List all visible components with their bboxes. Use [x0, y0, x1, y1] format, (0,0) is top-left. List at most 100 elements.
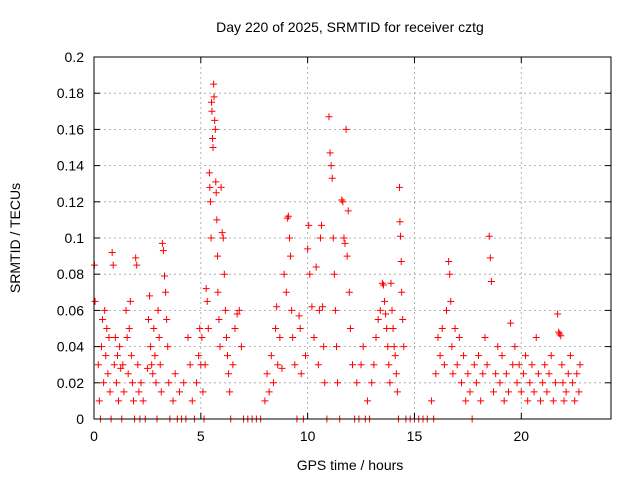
data-point [148, 361, 156, 369]
data-point [220, 270, 228, 278]
data-point [487, 277, 495, 285]
data-point [204, 325, 212, 332]
data-point [451, 325, 459, 332]
y-tick-label: 0.18 [57, 85, 84, 101]
data-point [199, 388, 207, 396]
data-point [208, 98, 215, 106]
y-tick-label: 0.1 [65, 230, 85, 246]
data-point [522, 352, 530, 360]
data-point [101, 306, 109, 314]
data-point [222, 334, 230, 342]
data-point [328, 174, 336, 182]
data-point [398, 288, 406, 296]
data-point [573, 370, 581, 378]
data-point [212, 178, 220, 186]
data-point [440, 361, 448, 369]
data-point [100, 379, 108, 387]
x-tick-label: 15 [407, 428, 423, 444]
data-point [475, 352, 483, 360]
data-point [477, 397, 485, 405]
data-point [272, 325, 280, 332]
data-point [342, 125, 350, 133]
data-point [551, 379, 559, 387]
data-point [117, 364, 125, 372]
data-point [327, 162, 335, 170]
data-point [515, 361, 523, 369]
data-point [206, 183, 214, 191]
data-point [224, 352, 232, 360]
data-point [519, 370, 527, 378]
data-point [381, 297, 389, 305]
data-point [393, 388, 401, 396]
data-point [231, 325, 239, 332]
data-point [392, 370, 400, 378]
data-point [511, 343, 519, 351]
data-point [526, 379, 534, 387]
data-point [285, 234, 293, 242]
data-point [558, 361, 566, 369]
data-point [434, 334, 442, 342]
data-point [214, 288, 222, 296]
data-point [221, 306, 229, 314]
data-point [547, 352, 555, 360]
data-point [481, 334, 489, 342]
y-tick-label: 0 [76, 411, 84, 427]
data-point [539, 379, 547, 387]
data-point [201, 361, 209, 369]
data-point [566, 352, 574, 360]
data-point [115, 397, 123, 405]
data-point [161, 272, 168, 280]
data-point [341, 239, 349, 247]
y-tick-label: 0.06 [57, 302, 84, 318]
data-point [374, 315, 382, 323]
data-point [359, 343, 367, 351]
data-point [127, 352, 135, 360]
data-point [150, 325, 158, 332]
data-point [559, 379, 567, 387]
data-point [132, 254, 140, 262]
data-point [562, 388, 570, 396]
data-point [554, 310, 562, 318]
data-point [372, 334, 380, 342]
data-point [209, 144, 217, 151]
data-point [193, 379, 201, 387]
y-tick-label: 0.2 [65, 49, 85, 65]
data-point [209, 134, 217, 142]
data-point [330, 270, 338, 278]
data-point [195, 352, 203, 360]
data-point [128, 379, 136, 387]
data-point [139, 397, 147, 405]
data-point [396, 183, 403, 191]
data-point [571, 397, 579, 405]
data-point [162, 288, 170, 296]
data-point [95, 397, 103, 405]
data-point [443, 306, 450, 314]
data-point [541, 361, 549, 369]
data-point [164, 343, 172, 351]
data-point [104, 370, 112, 378]
data-point [472, 379, 480, 387]
data-point [346, 325, 354, 332]
data-point [269, 379, 277, 387]
data-point [304, 245, 312, 253]
data-point [447, 297, 455, 305]
data-point [387, 279, 395, 287]
data-point [289, 334, 297, 342]
data-point [211, 116, 219, 124]
data-point [116, 343, 124, 351]
data-point [502, 370, 510, 378]
data-point [287, 252, 295, 260]
data-point [218, 229, 226, 237]
data-point [340, 234, 348, 242]
data-point [229, 361, 237, 369]
data-point [326, 149, 334, 157]
data-point [210, 93, 218, 101]
grid [94, 57, 611, 419]
data-point [154, 306, 162, 314]
data-point [305, 221, 313, 229]
data-point [306, 270, 314, 278]
data-point [576, 361, 584, 369]
data-point [198, 334, 206, 342]
data-point [388, 306, 396, 314]
data-point [357, 361, 365, 369]
